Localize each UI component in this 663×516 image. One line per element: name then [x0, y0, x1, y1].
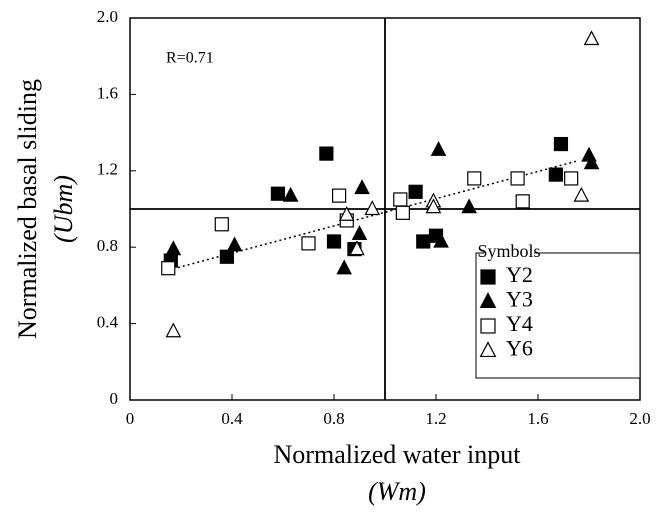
- marker: [433, 232, 449, 248]
- marker: [583, 30, 600, 46]
- annotation: R=0.71: [166, 50, 214, 67]
- marker: [553, 136, 569, 152]
- legend-label: Y6: [506, 336, 533, 361]
- marker: [408, 184, 423, 199]
- marker: [573, 186, 590, 202]
- marker: [416, 234, 431, 249]
- marker: [351, 225, 368, 240]
- legend-label: Y3: [506, 287, 533, 312]
- marker: [564, 171, 579, 186]
- trend-line: [168, 160, 577, 271]
- marker: [510, 171, 525, 186]
- marker: [226, 236, 243, 252]
- marker: [430, 141, 447, 156]
- legend-marker: [479, 341, 497, 358]
- x-tick-label: 2.0: [629, 409, 650, 428]
- x-tick-label: 0.4: [221, 409, 243, 428]
- y-tick-label: 1.2: [97, 160, 118, 179]
- marker: [214, 217, 229, 232]
- marker: [393, 192, 408, 207]
- marker: [467, 171, 482, 186]
- legend-label: Y2: [506, 262, 533, 287]
- marker: [161, 261, 176, 276]
- x-tick-label: 0: [126, 409, 135, 428]
- marker: [515, 194, 530, 209]
- y-tick-label: 0.8: [97, 236, 118, 255]
- marker: [326, 234, 342, 249]
- y-tick-label: 2.0: [97, 7, 118, 26]
- legend-label: Y4: [506, 311, 533, 336]
- x-tick-label: 1.6: [527, 409, 548, 428]
- marker: [354, 179, 370, 195]
- legend-title: Symbols: [477, 241, 540, 261]
- y-axis-symbol: (Ubm): [49, 175, 78, 243]
- marker: [301, 236, 316, 251]
- legend-marker: [479, 292, 497, 309]
- marker: [364, 200, 381, 216]
- y-tick-label: 0: [110, 389, 119, 408]
- marker: [319, 146, 334, 161]
- x-axis-symbol: (Wm): [368, 477, 426, 506]
- legend-marker: [480, 318, 496, 334]
- x-tick-label: 0.8: [323, 409, 344, 428]
- marker: [282, 186, 299, 202]
- marker: [165, 322, 182, 338]
- marker: [219, 249, 234, 264]
- marker: [332, 188, 347, 203]
- marker: [336, 259, 353, 275]
- y-axis-label: Normalized basal sliding: [13, 79, 42, 339]
- marker: [461, 198, 477, 214]
- x-axis-label: Normalized water input: [274, 440, 522, 469]
- y-tick-label: 0.4: [97, 313, 119, 332]
- marker: [165, 240, 182, 256]
- y-tick-label: 1.6: [97, 83, 118, 102]
- marker: [338, 205, 355, 221]
- x-tick-label: 1.2: [425, 409, 446, 428]
- marker: [548, 167, 563, 182]
- marker: [349, 240, 365, 256]
- marker: [425, 198, 442, 214]
- marker: [270, 186, 285, 201]
- legend-marker: [480, 269, 496, 285]
- marker: [395, 205, 410, 220]
- legend-box: [475, 252, 641, 379]
- marker: [583, 154, 600, 170]
